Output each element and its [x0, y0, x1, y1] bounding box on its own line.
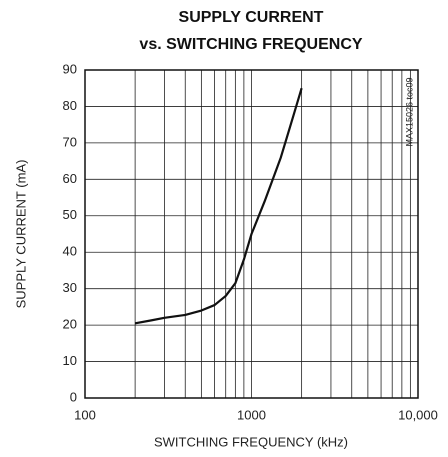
x-axis-label: SWITCHING FREQUENCY (kHz): [154, 434, 348, 449]
y-tick-label: 20: [63, 317, 77, 332]
y-tick-label: 80: [63, 98, 77, 113]
annotation: MAX15026 toc09: [404, 77, 414, 146]
y-tick-label: 70: [63, 134, 77, 149]
y-tick-label: 90: [63, 61, 77, 76]
y-tick-label: 60: [63, 171, 77, 186]
y-axis-label: SUPPLY CURRENT (mA): [13, 160, 28, 309]
plot-frame: [84, 69, 419, 399]
x-tick-label: 100: [74, 407, 96, 422]
y-tick-label: 50: [63, 207, 77, 222]
chart-title: SUPPLY CURRENT: [179, 9, 324, 26]
x-tick-label: 1000: [237, 407, 266, 422]
x-tick-label: 10,000: [398, 407, 438, 422]
y-tick-label: 0: [70, 389, 77, 404]
y-tick-label: 10: [63, 353, 77, 368]
y-tick-label: 30: [63, 280, 77, 295]
data-line: [134, 87, 303, 325]
y-tick-label: 40: [63, 244, 77, 259]
chart-title: vs. SWITCHING FREQUENCY: [139, 36, 362, 53]
